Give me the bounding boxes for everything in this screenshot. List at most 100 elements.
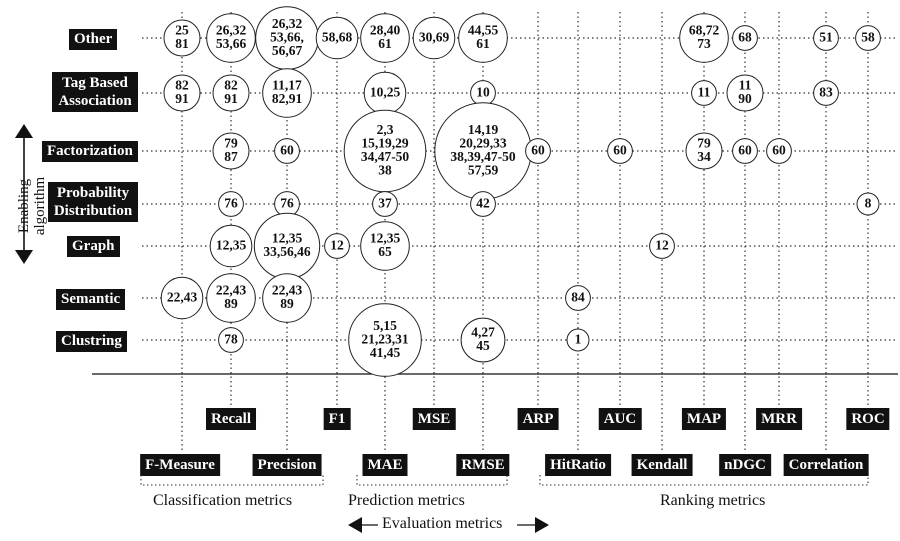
- bubble-line: 10: [476, 84, 490, 99]
- bubble-clustring-mae: [348, 303, 422, 377]
- bubble-text-semantic-precision: 22,43 89: [272, 283, 303, 312]
- bubble-text-graph-precision: 12,35 33,56,46: [263, 231, 311, 260]
- bubble-line: 79: [697, 136, 711, 151]
- bubble-probability-roc: [856, 192, 880, 216]
- bubble-other-map: [679, 13, 729, 63]
- bubble-line: 76: [224, 195, 238, 210]
- bubble-text-other-roc: 58: [861, 29, 875, 44]
- bubble-text-probability-rmse: 42: [476, 195, 490, 210]
- metric-label-ndgc: nDGC: [719, 454, 771, 476]
- bubble-line: 58: [861, 29, 875, 44]
- bubble-line: 26,32: [272, 16, 303, 31]
- row-label-other: Other: [69, 29, 118, 50]
- eval-arrow-left-icon: [348, 517, 362, 533]
- bubble-line: 12: [655, 237, 669, 252]
- bubble-line: 15,19,29: [361, 136, 409, 151]
- bubble-text-other-mae: 28,40 61: [370, 23, 401, 52]
- bubble-tag-precision: [262, 68, 312, 118]
- bubble-text-other-map: 68,72 73: [689, 23, 720, 52]
- row-label-probability-distribution: Probability Distribution: [48, 182, 138, 222]
- bubble-factorization-arp: [525, 138, 551, 164]
- bubble-line: 12,35: [272, 231, 303, 246]
- row-label-clustring: Clustring: [56, 331, 127, 352]
- bubble-graph-f1: [324, 233, 350, 259]
- bubble-line: 26,32: [216, 23, 247, 38]
- bubble-text-factorization-ndgc: 60: [738, 142, 752, 157]
- bubble-line: 12: [330, 237, 344, 252]
- bubble-other-mse: [412, 16, 456, 60]
- bubble-probability-recall: [218, 191, 244, 217]
- bubble-line: 22,43: [216, 283, 247, 298]
- bubble-text-tag-rmse: 10: [476, 84, 490, 99]
- bubble-text-tag-ndgc: 11 90: [738, 78, 752, 107]
- bubble-other-roc: [855, 25, 881, 51]
- bubble-text-factorization-auc: 60: [613, 142, 627, 157]
- bubble-text-other-f1: 58,68: [322, 29, 353, 44]
- bubble-factorization-map: [685, 132, 723, 170]
- metric-label-arp: ARP: [517, 408, 559, 430]
- bubble-text-tag-fmeasure: 82 91: [175, 78, 189, 107]
- bubble-line: 68: [738, 29, 752, 44]
- bubble-text-tag-map: 11: [698, 84, 711, 99]
- bubble-text-probability-precision: 76: [280, 195, 294, 210]
- evaluation-metrics-label: Evaluation metrics: [382, 515, 503, 532]
- bubble-line: 53,66: [216, 36, 247, 51]
- bubble-text-factorization-mae: 2,3 15,19,29 34,47-50 38: [361, 122, 410, 178]
- bubble-line: 38: [378, 163, 392, 178]
- bubble-semantic-recall: [206, 273, 256, 323]
- bubble-line: 89: [224, 296, 238, 311]
- bubble-line: 78: [224, 331, 238, 346]
- bubble-line: 22,43: [167, 289, 198, 304]
- bubble-text-factorization-recall: 79 87: [224, 136, 238, 165]
- bubble-line: 81: [175, 36, 189, 51]
- metric-label-f1: F1: [323, 408, 351, 430]
- bubble-line: 33,56,46: [263, 244, 311, 259]
- bubble-line: 91: [224, 91, 238, 106]
- bubble-factorization-ndgc: [732, 138, 758, 164]
- y-arrow-down-icon: [15, 250, 33, 264]
- bubble-tag-recall: [212, 74, 250, 112]
- bubble-text-semantic-fmeasure: 22,43: [167, 289, 198, 304]
- bubble-line: 58,68: [322, 29, 353, 44]
- metric-label-rmse: RMSE: [456, 454, 510, 476]
- bubble-line: 57,59: [468, 163, 499, 178]
- metric-label-recall: Recall: [206, 408, 256, 430]
- bubble-text-other-correlation: 51: [819, 29, 833, 44]
- bubble-text-graph-f1: 12: [330, 237, 344, 252]
- metric-label-mse: MSE: [412, 408, 456, 430]
- bubble-line: 53,66,: [270, 29, 304, 44]
- ranking-bracket: [539, 475, 869, 486]
- bubble-line: 60: [772, 142, 786, 157]
- bubble-text-probability-recall: 76: [224, 195, 238, 210]
- bubble-text-semantic-recall: 22,43 89: [216, 283, 247, 312]
- bubble-line: 84: [571, 289, 585, 304]
- bubble-line: 89: [280, 296, 294, 311]
- bubble-line: 60: [531, 142, 545, 157]
- bubble-line: 30,69: [419, 29, 450, 44]
- bubble-factorization-auc: [607, 138, 633, 164]
- bubble-text-probability-roc: 8: [865, 195, 872, 210]
- group-label-classification: Classification metrics: [153, 492, 293, 509]
- bubble-line: 20,29,33: [459, 136, 507, 151]
- bubble-line: 82: [175, 78, 189, 93]
- bubble-line: 82,91: [272, 91, 303, 106]
- bubble-line: 11: [739, 78, 752, 93]
- classification-bracket: [140, 475, 324, 486]
- bubble-semantic-fmeasure: [160, 276, 204, 320]
- bubble-text-other-mse: 30,69: [419, 29, 450, 44]
- bubble-line: 22,43: [272, 283, 303, 298]
- metric-label-correlation: Correlation: [783, 454, 869, 476]
- metric-label-kendall: Kendall: [631, 454, 693, 476]
- bubble-line: 91: [175, 91, 189, 106]
- bubble-line: 1: [575, 331, 582, 346]
- bubble-line: 45: [476, 338, 490, 353]
- bubble-line: 82: [224, 78, 238, 93]
- bubble-text-clustring-rmse: 4,27 45: [471, 325, 495, 354]
- bubble-line: 65: [378, 244, 392, 259]
- bubble-tag-correlation: [813, 80, 839, 106]
- bubble-text-other-fmeasure: 25 81: [175, 23, 189, 52]
- bubble-line: 41,45: [370, 345, 401, 360]
- bubble-text-factorization-rmse: 14,19 20,29,33 38,39,47-50 57,59: [450, 122, 515, 178]
- y-arrow-up-icon: [15, 124, 33, 138]
- metric-label-fmeasure: F-Measure: [140, 454, 220, 476]
